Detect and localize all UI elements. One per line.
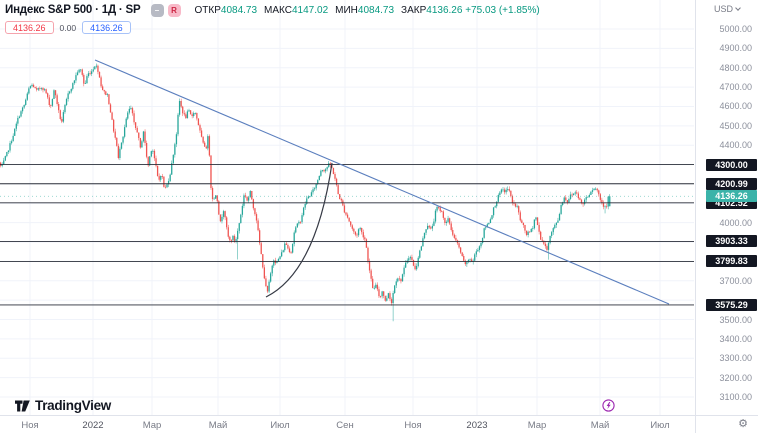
level-price-badge: 3903.33: [706, 235, 757, 248]
time-tick-label: 2022: [82, 420, 104, 431]
time-tick-label: Июл: [650, 420, 670, 431]
close-label: ЗАКР: [401, 4, 427, 16]
low-label: МИН: [335, 4, 358, 16]
time-tick-label: Мар: [527, 420, 547, 431]
event-marker-icon[interactable]: [602, 399, 615, 417]
time-tick-label: Май: [590, 420, 610, 431]
level-price-badge: 4200.99: [706, 177, 757, 190]
price-tick-label: 3400.00: [719, 333, 752, 344]
price-tick-label: 4900.00: [719, 43, 752, 54]
currency-label: USD: [713, 4, 733, 14]
chevron-down-icon: [735, 5, 741, 11]
high-label: МАКС: [264, 4, 292, 16]
price-tick-label: 3100.00: [719, 392, 752, 402]
current-price-badge: 4136.26: [706, 190, 757, 203]
spread-value: 0.00: [59, 22, 77, 33]
parabolic-curve-drawing[interactable]: [265, 162, 333, 298]
close-value: 4136.26: [426, 4, 463, 16]
level-price-badge: 4300.00: [706, 158, 757, 171]
down-candle-wicks: [0, 64, 607, 306]
open-label: ОТКР: [194, 4, 221, 16]
settings-gear-icon[interactable]: ⚙: [738, 417, 748, 430]
time-tick-label: Мар: [142, 420, 162, 431]
time-tick-label: Ноя: [21, 420, 39, 431]
buy-price-button[interactable]: 4136.26: [82, 21, 131, 34]
time-tick-label: 2023: [466, 420, 488, 431]
time-tick-label: Май: [208, 420, 228, 431]
change-value: +75.03 (+1.85%): [465, 4, 540, 16]
price-tick-label: 4400.00: [719, 140, 752, 151]
price-axis[interactable]: USD 5000.00 4900.00 4800.00 4700.00 4600.00 4…: [695, 0, 758, 415]
time-tick-label: Июл: [270, 420, 290, 431]
price-tick-label: 3200.00: [719, 372, 752, 383]
descending-trendline[interactable]: [94, 59, 670, 305]
currency-selector[interactable]: USD: [696, 2, 758, 16]
axis-corner: ⚙: [695, 415, 758, 433]
price-tick-label: 4600.00: [719, 101, 752, 112]
price-tick-label: 3500.00: [719, 314, 752, 325]
level-price-badge: 3799.83: [706, 255, 757, 268]
candlestick-chart[interactable]: [0, 0, 694, 415]
symbol-row: Индекс S&P 500 · 1Д · SP – R ОТКР4084.73…: [5, 3, 540, 17]
tradingview-logo[interactable]: TradingView: [15, 398, 111, 413]
tradingview-logo-icon: [15, 400, 30, 411]
time-tick-label: Ноя: [404, 420, 422, 431]
time-axis[interactable]: Ноя 2022 Мар Май Июл Сен Ноя 2023 Мар Май Июл: [0, 415, 695, 433]
price-tick-label: 5000.00: [719, 24, 752, 34]
open-value: 4084.73: [220, 4, 258, 16]
low-value: 4084.73: [357, 4, 395, 16]
price-tick-label: 3300.00: [719, 353, 752, 364]
price-tick-label: 4800.00: [719, 62, 752, 73]
sell-price-button[interactable]: 4136.26: [5, 21, 54, 34]
price-tick-label: 4500.00: [719, 120, 752, 131]
ohlc-readout: ОТКР4084.73 МАКС4147.02 МИН4084.73 ЗАКР4136…: [195, 5, 540, 16]
price-tick-label: 4000.00: [719, 217, 752, 228]
time-tick-label: Сен: [336, 420, 354, 431]
chart-header: Индекс S&P 500 · 1Д · SP – R ОТКР4084.73…: [5, 3, 540, 34]
tradingview-logo-text: TradingView: [35, 398, 111, 413]
high-value: 4147.02: [291, 4, 329, 16]
symbol-title[interactable]: Индекс S&P 500 · 1Д · SP: [5, 4, 141, 16]
price-tick-label: 4700.00: [719, 82, 752, 93]
price-tick-label: 3700.00: [719, 275, 752, 286]
replay-badge-icon[interactable]: R: [167, 3, 181, 17]
collapse-legend-icon[interactable]: –: [150, 3, 164, 17]
level-price-badge: 3575.29: [706, 298, 757, 311]
down-candle-bodies: [0, 65, 608, 304]
trade-buttons-row: 4136.26 0.00 4136.26: [5, 21, 540, 34]
